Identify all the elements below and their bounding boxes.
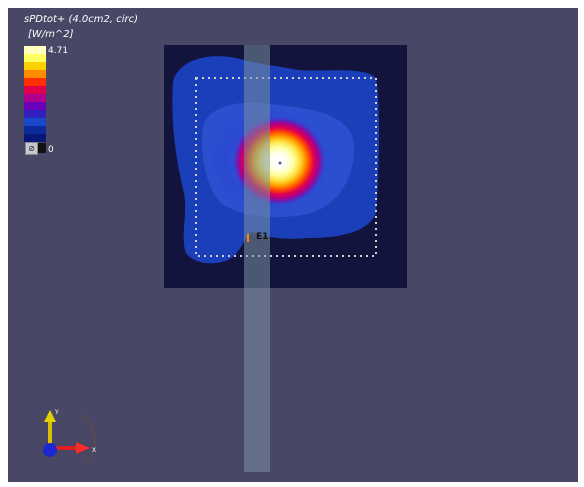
orientation-axes-icon[interactable]: Y X: [36, 404, 106, 468]
colorbar-segment: [24, 54, 46, 62]
probe-marker: [247, 234, 249, 242]
probe-shaft[interactable]: [244, 45, 270, 472]
hotspot-center-marker: [278, 161, 282, 165]
unit-label: [W/m^2]: [28, 29, 74, 40]
colorbar-segment: [24, 134, 46, 142]
colorbar-segment: [24, 70, 46, 78]
3d-viewport[interactable]: sPDtot+ (4.0cm2, circ) [W/m^2] 4.71 0 ⊘ …: [8, 8, 578, 482]
axis-label-y: Y: [54, 409, 59, 416]
colorbar-segment: [24, 118, 46, 126]
colorbar: [24, 46, 46, 142]
colorbar-segment: [24, 110, 46, 118]
colorbar-swatch: [38, 143, 46, 153]
colorbar-segment: [24, 62, 46, 70]
colorbar-segment: [24, 78, 46, 86]
quantity-title: sPDtot+ (4.0cm2, circ): [24, 14, 139, 25]
colorbar-segment: [24, 102, 46, 110]
field-scene[interactable]: [8, 8, 578, 482]
colorbar-segment: [24, 126, 46, 134]
colorbar-max-label: 4.71: [48, 46, 69, 56]
evaluation-area-outline: [195, 77, 377, 257]
colorbar-segment: [24, 94, 46, 102]
colorbar-min-label: 0: [48, 145, 54, 155]
probe-label: E1: [256, 232, 269, 242]
right-frame: [578, 0, 584, 487]
colorbar-segment: [24, 86, 46, 94]
colorbar-segment: [24, 46, 46, 54]
axis-label-x: X: [92, 447, 96, 454]
colorbar-settings-icon[interactable]: ⊘: [25, 142, 38, 155]
